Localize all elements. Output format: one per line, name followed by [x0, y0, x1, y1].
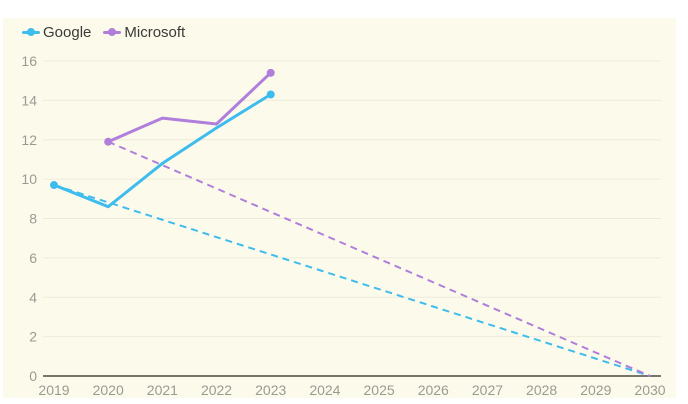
- y-tick-label: 2: [29, 329, 37, 345]
- google-line-marker-icon: [22, 26, 40, 38]
- x-tick-label: 2028: [526, 382, 557, 398]
- y-tick-label: 4: [29, 289, 37, 305]
- legend-microsoft-dot: [108, 28, 117, 36]
- data-point-google: [50, 181, 58, 190]
- x-tick-label: 2024: [309, 382, 340, 398]
- data-point-microsoft: [104, 137, 113, 146]
- data-point-google: [266, 90, 275, 99]
- x-tick-label: 2020: [93, 382, 124, 398]
- x-tick-label: 2026: [418, 382, 449, 398]
- y-tick-label: 0: [29, 368, 37, 384]
- x-tick-label: 2025: [364, 382, 395, 398]
- y-tick-label: 14: [21, 92, 37, 108]
- chart-panel: [3, 18, 676, 398]
- x-tick-label: 2023: [255, 382, 286, 398]
- x-tick-label: 2021: [147, 382, 178, 398]
- legend-label-google: Google: [43, 23, 92, 41]
- microsoft-line-marker-icon: [103, 26, 122, 38]
- x-tick-label: 2022: [201, 382, 232, 398]
- series-line-microsoft: [106, 71, 273, 144]
- data-point-microsoft: [266, 68, 275, 77]
- x-tick-label: 2019: [38, 382, 69, 398]
- series-line-google: [52, 93, 273, 209]
- legend-label-microsoft: Microsoft: [124, 23, 186, 41]
- legend: Google Microsoft: [22, 21, 197, 43]
- legend-item-google[interactable]: Google: [22, 24, 91, 41]
- x-tick-label: 2030: [634, 382, 665, 398]
- trend-line-microsoft: [107, 140, 651, 377]
- x-tick-label: 2027: [472, 382, 503, 398]
- y-tick-label: 6: [29, 250, 37, 266]
- y-tick-label: 8: [29, 211, 37, 227]
- y-tick-label: 12: [21, 132, 37, 148]
- y-tick-label: 16: [21, 53, 37, 69]
- legend-item-microsoft[interactable]: Microsoft: [103, 24, 185, 41]
- legend-google-dot: [27, 28, 35, 36]
- y-tick-label: 10: [21, 171, 37, 187]
- trend-line-google: [53, 184, 651, 377]
- x-tick-label: 2029: [580, 382, 611, 398]
